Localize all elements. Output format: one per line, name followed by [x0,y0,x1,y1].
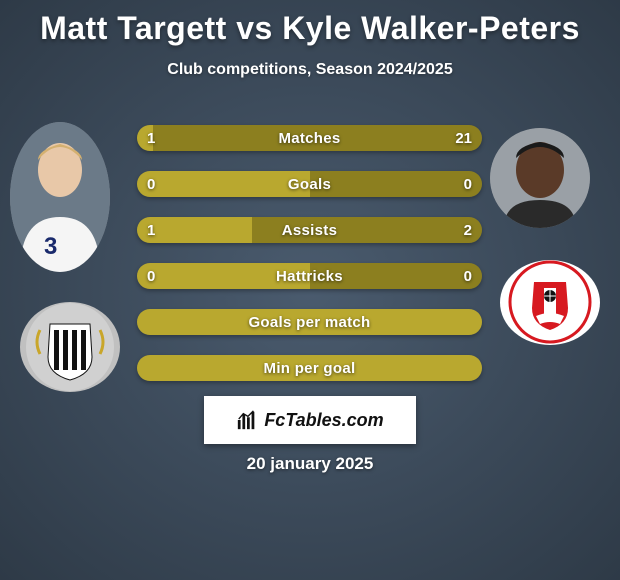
stat-label: Goals per match [137,309,482,335]
stat-label: Goals [137,171,482,197]
page-title: Matt Targett vs Kyle Walker-Peters [0,0,620,47]
stat-label: Min per goal [137,355,482,381]
subtitle: Club competitions, Season 2024/2025 [0,61,620,79]
player2-avatar [490,128,590,228]
date-label: 20 january 2025 [0,454,620,474]
stat-row-hattricks: 00Hattricks [137,263,482,289]
stat-row-goals-per-match: Goals per match [137,309,482,335]
stat-row-assists: 12Assists [137,217,482,243]
club2-badge [500,260,600,345]
stat-label: Assists [137,217,482,243]
stat-row-matches: 121Matches [137,125,482,151]
fctables-label: FcTables.com [264,410,383,431]
stat-row-goals: 00Goals [137,171,482,197]
svg-text:3: 3 [44,233,57,260]
stat-label: Hattricks [137,263,482,289]
player1-avatar: 3 [10,122,110,272]
fctables-icon [236,409,258,431]
stats-container: 121Matches 00Goals 12Assists 00Hattricks Goa… [137,125,482,401]
stat-label: Matches [137,125,482,151]
fctables-watermark: FcTables.com [204,396,416,444]
club1-badge [20,302,120,392]
stat-row-min-per-goal: Min per goal [137,355,482,381]
